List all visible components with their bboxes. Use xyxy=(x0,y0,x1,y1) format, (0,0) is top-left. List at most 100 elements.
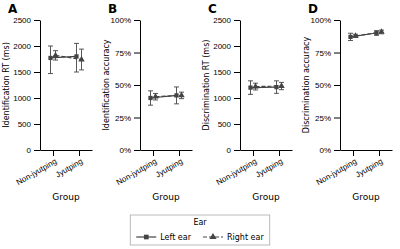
y-axis-title: Discrimination RT (ms) xyxy=(202,40,211,131)
marker xyxy=(178,92,184,98)
legend-label: Right ear xyxy=(227,233,264,242)
y-tick-mark xyxy=(134,150,140,151)
marker xyxy=(348,35,352,39)
error-bar-cap xyxy=(48,46,53,47)
y-tick-mark xyxy=(34,150,40,151)
error-bar-cap xyxy=(248,80,253,81)
y-tick-label: 1000 xyxy=(213,94,231,103)
x-tick-mark xyxy=(53,150,54,156)
x-tick: Jyutping xyxy=(354,150,384,179)
series-line xyxy=(356,32,382,36)
error-bar-cap xyxy=(274,80,279,81)
y-tick: 0 xyxy=(227,146,240,155)
y-axis: 0%25%50%75%100% xyxy=(311,16,341,155)
y-axis: 0%25%50%75%100% xyxy=(111,16,141,155)
error-bar xyxy=(253,83,258,90)
x-axis: Non-jyutpingJyutping xyxy=(215,150,293,187)
y-tick-label: 100% xyxy=(111,16,131,25)
y-tick-mark xyxy=(34,20,40,21)
error-bar-cap xyxy=(74,43,79,44)
legend-title: Ear xyxy=(193,218,207,227)
panel: 0%25%50%75%100%Non-jyutpingJyutpingGroup… xyxy=(102,2,193,202)
error-bar-cap xyxy=(53,60,58,61)
marker xyxy=(378,28,384,34)
marker xyxy=(48,56,52,60)
y-tick-mark xyxy=(334,150,340,151)
y-tick: 100% xyxy=(111,16,140,25)
legend-entry: Left ear xyxy=(136,233,191,242)
error-bar-cap xyxy=(279,89,284,90)
x-tick-mark xyxy=(179,150,180,156)
marker xyxy=(248,85,252,89)
y-tick-mark xyxy=(234,98,240,99)
y-tick-label: 500 xyxy=(18,120,32,129)
legend-label: Left ear xyxy=(160,233,191,242)
error-bar xyxy=(148,91,153,105)
y-tick-label: 100% xyxy=(311,16,331,25)
error-bar xyxy=(74,43,79,72)
legend-marker xyxy=(144,235,149,240)
panel: 0 500 1000 1500 2000 2500 Non-jyutpingJyutping… xyxy=(2,2,93,202)
error-bar-cap xyxy=(148,105,153,106)
y-tick-mark xyxy=(234,124,240,125)
x-tick-label: Non-jyutping xyxy=(115,157,158,187)
panel-label: D xyxy=(308,2,318,16)
y-tick-label: 0% xyxy=(119,146,131,155)
error-bar-cap xyxy=(174,86,179,87)
y-tick-label: 50% xyxy=(115,81,131,90)
y-tick: 1500 xyxy=(13,68,40,77)
y-tick-label: 2500 xyxy=(13,16,31,25)
axis-line xyxy=(241,150,293,151)
x-tick-mark xyxy=(279,150,280,156)
x-axis: Non-jyutpingJyutping xyxy=(315,150,393,187)
y-tick-mark xyxy=(234,46,240,47)
error-bar-cap xyxy=(253,89,258,90)
legend-entry: Right ear xyxy=(203,233,264,242)
y-tick: 0 xyxy=(27,146,40,155)
y-tick: 75% xyxy=(115,49,140,58)
error-bar xyxy=(53,51,58,60)
panel: 05001000150020002500Non-jyutpingJyutping… xyxy=(202,2,293,202)
x-tick: Jyutping xyxy=(54,150,84,179)
axis-line xyxy=(141,150,193,151)
plot-area xyxy=(48,43,85,73)
error-bar xyxy=(179,92,184,99)
y-tick-mark xyxy=(34,98,40,99)
y-tick-label: 2000 xyxy=(213,42,231,51)
x-tick: Non-jyutping xyxy=(15,150,58,187)
y-tick-label: 1500 xyxy=(13,68,31,77)
y-tick: 2000 xyxy=(13,42,40,51)
x-tick: Jyutping xyxy=(254,150,284,179)
x-tick: Non-jyutping xyxy=(215,150,258,187)
y-tick: 1000 xyxy=(13,94,40,103)
chart: 05001000150020002500Non-jyutpingJyutping… xyxy=(0,0,400,249)
error-bar xyxy=(248,81,253,95)
y-tick-mark xyxy=(334,118,340,119)
x-tick-mark xyxy=(379,150,380,156)
x-tick-label: Jyutping xyxy=(254,157,284,180)
marker xyxy=(148,96,152,100)
marker xyxy=(152,93,158,99)
x-tick-mark xyxy=(253,150,254,156)
error-bar-cap xyxy=(179,98,184,99)
y-tick: 50% xyxy=(115,81,140,90)
y-tick: 500 xyxy=(218,120,240,129)
x-tick-mark xyxy=(79,150,80,156)
y-axis-title: Identification RT (ms) xyxy=(2,42,11,128)
legend: EarLeft ear Right ear xyxy=(130,215,269,245)
panel-label: A xyxy=(8,2,18,16)
y-tick: 0% xyxy=(119,146,140,155)
error-bar xyxy=(48,46,53,74)
x-tick-label: Jyutping xyxy=(354,157,384,180)
error-bar-cap xyxy=(248,94,253,95)
y-tick: 50% xyxy=(315,81,340,90)
x-tick-label: Jyutping xyxy=(154,157,184,180)
panel-label: C xyxy=(208,2,217,16)
x-axis-title: Group xyxy=(152,192,180,202)
error-bar-cap xyxy=(79,49,84,50)
y-tick-label: 0 xyxy=(227,146,232,155)
error-bar xyxy=(348,33,353,40)
y-tick-label: 0 xyxy=(27,146,32,155)
y-tick-label: 2000 xyxy=(13,42,31,51)
legend-frame xyxy=(130,215,269,245)
